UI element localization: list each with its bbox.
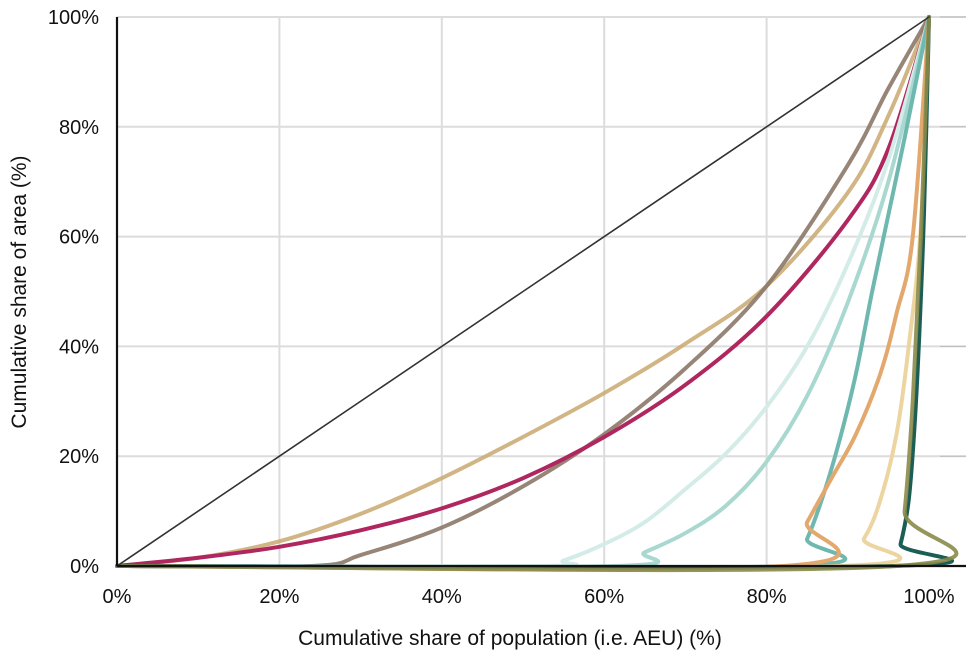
y-axis-title: Cumulative share of area (%) bbox=[8, 155, 31, 428]
x-tick-label-0: 0% bbox=[103, 586, 132, 608]
series-line-3 bbox=[115, 15, 931, 568]
x-tick-label-4: 80% bbox=[747, 586, 787, 608]
y-tick-label-2: 40% bbox=[59, 336, 99, 358]
x-tick-label-5: 100% bbox=[903, 586, 954, 608]
y-tick-label-5: 100% bbox=[48, 7, 99, 29]
y-tick-label-0: 0% bbox=[70, 556, 99, 578]
series-line-11 bbox=[116, 16, 930, 567]
series-line-9 bbox=[115, 15, 955, 570]
series-line-1 bbox=[115, 15, 931, 568]
series-line-10 bbox=[115, 15, 959, 573]
x-axis-title: Cumulative share of population (i.e. AEU… bbox=[298, 627, 722, 650]
x-tick-label-2: 40% bbox=[422, 586, 462, 608]
series-line-2 bbox=[115, 15, 931, 569]
y-tick-label-3: 60% bbox=[59, 227, 99, 249]
series-lines bbox=[115, 15, 959, 573]
y-tick-label-4: 80% bbox=[59, 117, 99, 139]
axes bbox=[115, 17, 966, 568]
y-tick-label-1: 20% bbox=[59, 446, 99, 468]
x-tick-label-1: 20% bbox=[259, 586, 299, 608]
grid-lines bbox=[117, 16, 966, 566]
x-tick-label-3: 60% bbox=[584, 586, 624, 608]
tick-labels: 0% 20% 40% 60% 80% 100% 0% 20% 40% 60% 80% 100% bbox=[48, 7, 955, 608]
